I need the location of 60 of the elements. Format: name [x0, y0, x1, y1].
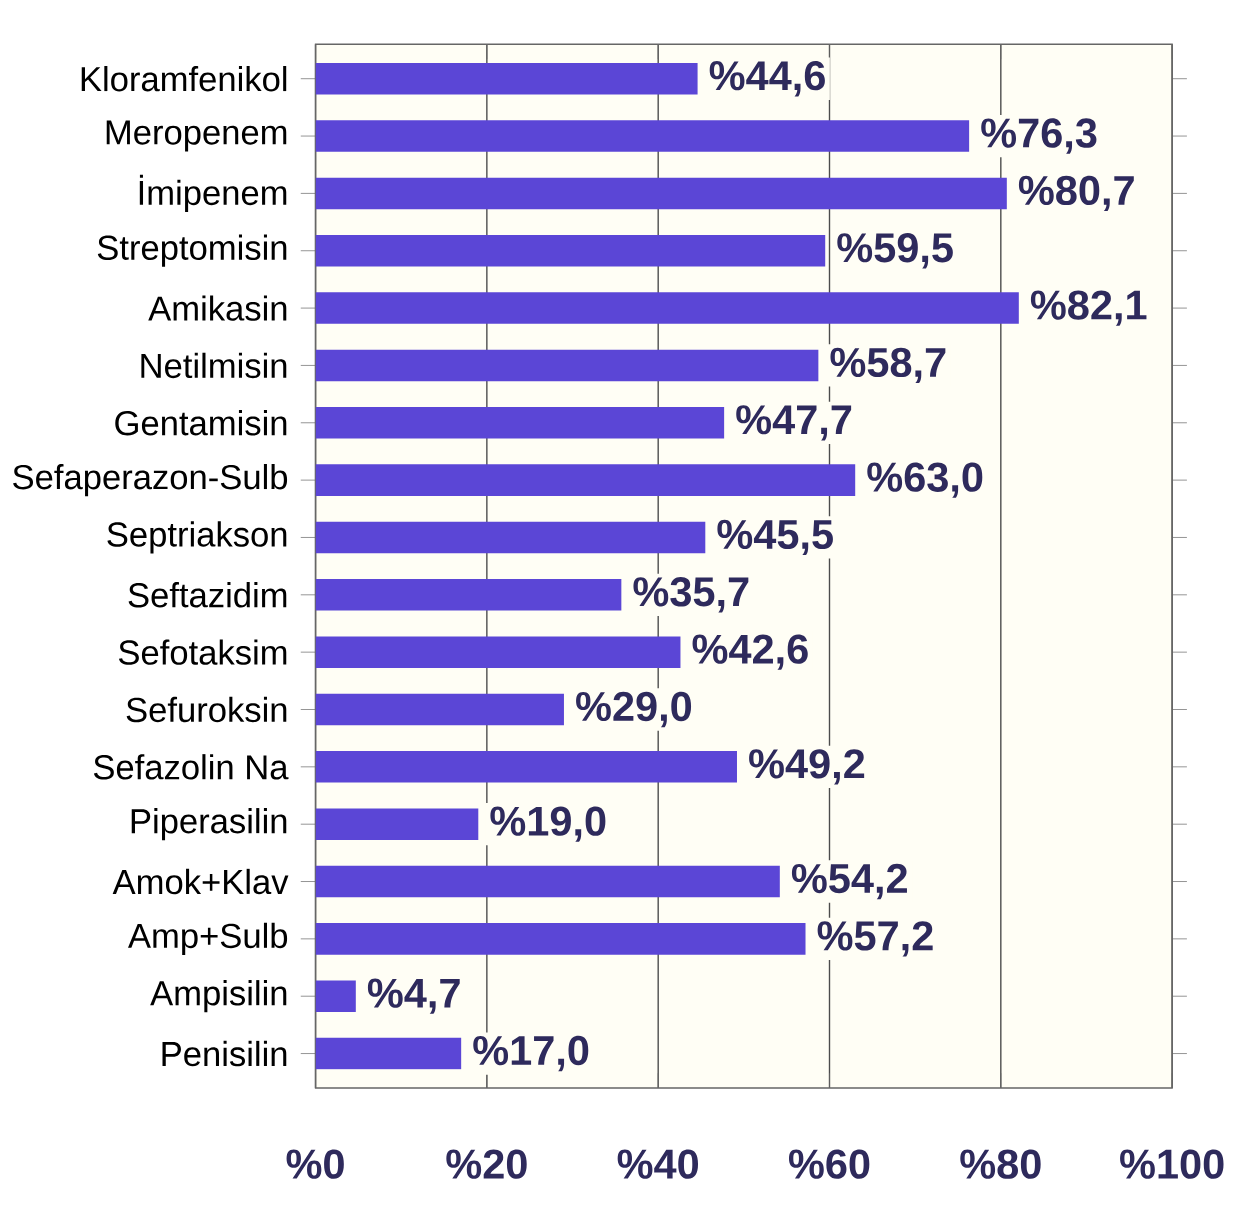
y-tick-label: Penisilin: [162, 1040, 287, 1067]
y-tick-label: Amok+Klav: [112, 868, 289, 895]
bar: [315, 636, 681, 668]
bar: [315, 579, 622, 611]
data-label: %58,7: [830, 347, 946, 384]
bar: [315, 177, 1007, 210]
bar: [315, 521, 706, 554]
bar: [315, 120, 970, 152]
y-tick-label: Ampisilin: [150, 980, 287, 1013]
y-tick-label: Amp+Sulb: [127, 922, 288, 956]
data-label: %35,7: [633, 577, 749, 613]
y-tick-label: Netilmisin: [141, 352, 287, 379]
data-label: %17,0: [473, 1035, 589, 1072]
y-tick-label: Sefazolin Na: [93, 754, 289, 780]
data-label: %57,2: [817, 921, 933, 957]
y-tick-label: Sefuroksin: [126, 696, 287, 723]
y-tick-label: Gentamisin: [115, 410, 287, 436]
y-tick-label: Amikasin: [148, 295, 287, 321]
y-tick-label: Sefotaksim: [118, 639, 287, 665]
bar: [315, 865, 780, 898]
data-label: %76,3: [981, 118, 1097, 154]
data-label: %47,7: [736, 405, 852, 441]
x-tick-label: %40: [617, 1149, 699, 1179]
y-tick-label: Septriakson: [107, 521, 287, 554]
y-tick-label: Meropenem: [106, 120, 287, 152]
bar: [315, 464, 856, 496]
y-tick-label: Piperasilin: [131, 808, 287, 841]
data-label: %19,0: [490, 806, 606, 842]
bar: [315, 980, 356, 1013]
bar: [315, 292, 1019, 324]
x-tick-label: %20: [446, 1149, 527, 1179]
data-label: %49,2: [749, 749, 865, 785]
data-label: %29,0: [576, 691, 692, 728]
x-tick-label: %60: [788, 1149, 870, 1179]
y-tick-label: Kloramfenikol: [81, 66, 287, 92]
data-label: %82,1: [1030, 290, 1147, 326]
x-tick-label: %0: [286, 1149, 344, 1179]
y-tick-label: Seftazidim: [128, 582, 287, 608]
data-label: %59,5: [837, 233, 953, 269]
data-label: %54,2: [791, 863, 907, 900]
data-label: %44,6: [709, 61, 825, 97]
bar: [315, 407, 725, 439]
bar: [315, 923, 806, 955]
data-label: %63,0: [867, 462, 983, 498]
bar: [315, 693, 564, 726]
bar: [315, 808, 479, 841]
bar: [315, 751, 737, 783]
data-label: %4,7: [367, 978, 460, 1014]
data-label: %45,5: [717, 519, 833, 556]
bar: [315, 63, 698, 95]
x-tick-label: %80: [960, 1149, 1041, 1179]
bar: [315, 1037, 462, 1070]
bar: [315, 349, 819, 382]
bar: [315, 235, 826, 267]
y-tick-label: Sefaperazon-Sulb: [13, 464, 288, 497]
data-label: %42,6: [692, 634, 808, 670]
x-tick-label: %100: [1120, 1149, 1224, 1179]
y-tick-label: Streptomisin: [97, 234, 287, 267]
data-label: %80,7: [1018, 175, 1134, 212]
y-tick-label: İmipenem: [139, 174, 287, 213]
